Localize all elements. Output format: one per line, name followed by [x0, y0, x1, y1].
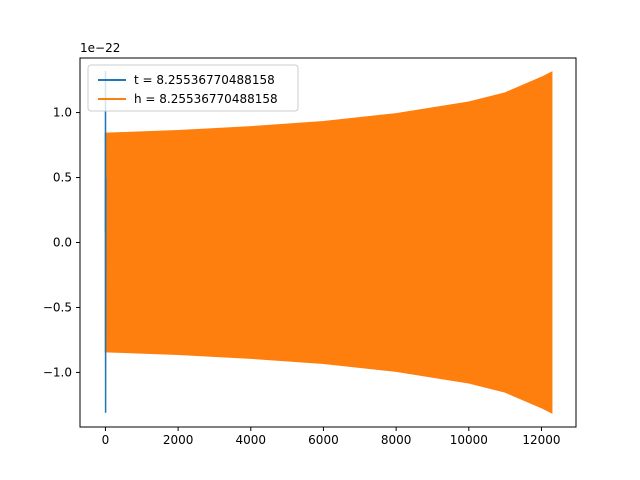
y-tick-label: −0.5: [43, 300, 72, 314]
y-offset-label: 1e−22: [80, 41, 120, 55]
axes: 0 2000 4000 6000 8000 10000 12000 −1.0 −0.5 0.0 0.…: [43, 57, 577, 447]
y-tick-label: 0.0: [53, 236, 72, 250]
x-tick-label: 0: [102, 433, 110, 447]
x-tick-label: 10000: [450, 433, 488, 447]
legend-box: [87, 64, 299, 112]
legend: t = 8.25536770488158 h = 8.25536770488158: [87, 64, 299, 112]
y-tick-label: −1.0: [43, 365, 72, 379]
legend-label: t = 8.25536770488158: [134, 73, 275, 87]
x-tick-label: 2000: [163, 433, 194, 447]
x-tick-label: 6000: [308, 433, 339, 447]
x-tick-label: 8000: [381, 433, 412, 447]
y-tick-label: 0.5: [53, 171, 72, 185]
legend-label: h = 8.25536770488158: [134, 92, 278, 106]
plot-area: [104, 70, 553, 414]
series-h-band: [104, 71, 553, 414]
x-tick-label: 4000: [236, 433, 267, 447]
y-tick-label: 1.0: [53, 106, 72, 120]
x-tick-label: 12000: [522, 433, 560, 447]
